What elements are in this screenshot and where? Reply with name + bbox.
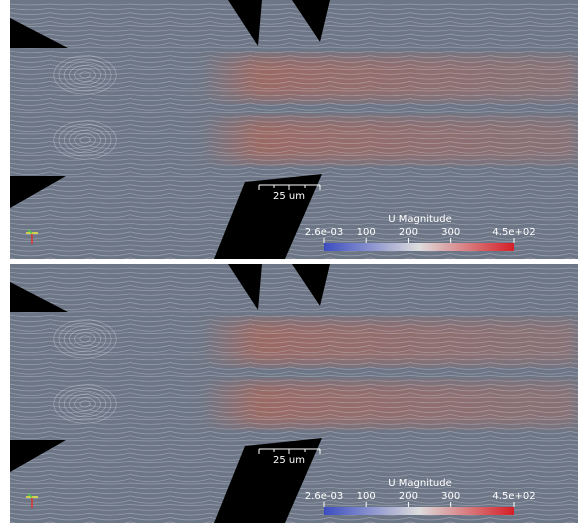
colorbar-tick-label: 200	[399, 491, 418, 502]
colorbar-tick-label: 4.5e+02	[492, 491, 535, 502]
scale-bar-label: 25 um	[273, 455, 305, 466]
colorbar-tick-label: 100	[357, 491, 376, 502]
colorbar-tick-label: 2.6e-03	[305, 491, 343, 502]
colorbar-tick-label: 300	[441, 491, 460, 502]
panel: 25 um U Magnitude 2.6e-03 100 200 300 4.5e+02	[10, 0, 578, 261]
colorbar-tick-label: 100	[357, 227, 376, 238]
colorbar-tick-label: 300	[441, 227, 460, 238]
colorbar-title: U Magnitude	[388, 478, 451, 489]
scale-bar-label: 25 um	[273, 191, 305, 202]
colorbar	[324, 507, 514, 515]
colorbar-tick-label: 200	[399, 227, 418, 238]
colorbar-tick-label: 4.5e+02	[492, 227, 535, 238]
panel: 25 um U Magnitude 2.6e-03 100 200 300 4.5e+02	[10, 264, 578, 523]
colorbar	[324, 243, 514, 251]
colorbar-tick-label: 2.6e-03	[305, 227, 343, 238]
colorbar-title: U Magnitude	[388, 214, 451, 225]
flow-visualization: 25 umU Magnitude2.6e-031002003004.5e+022…	[0, 0, 578, 523]
